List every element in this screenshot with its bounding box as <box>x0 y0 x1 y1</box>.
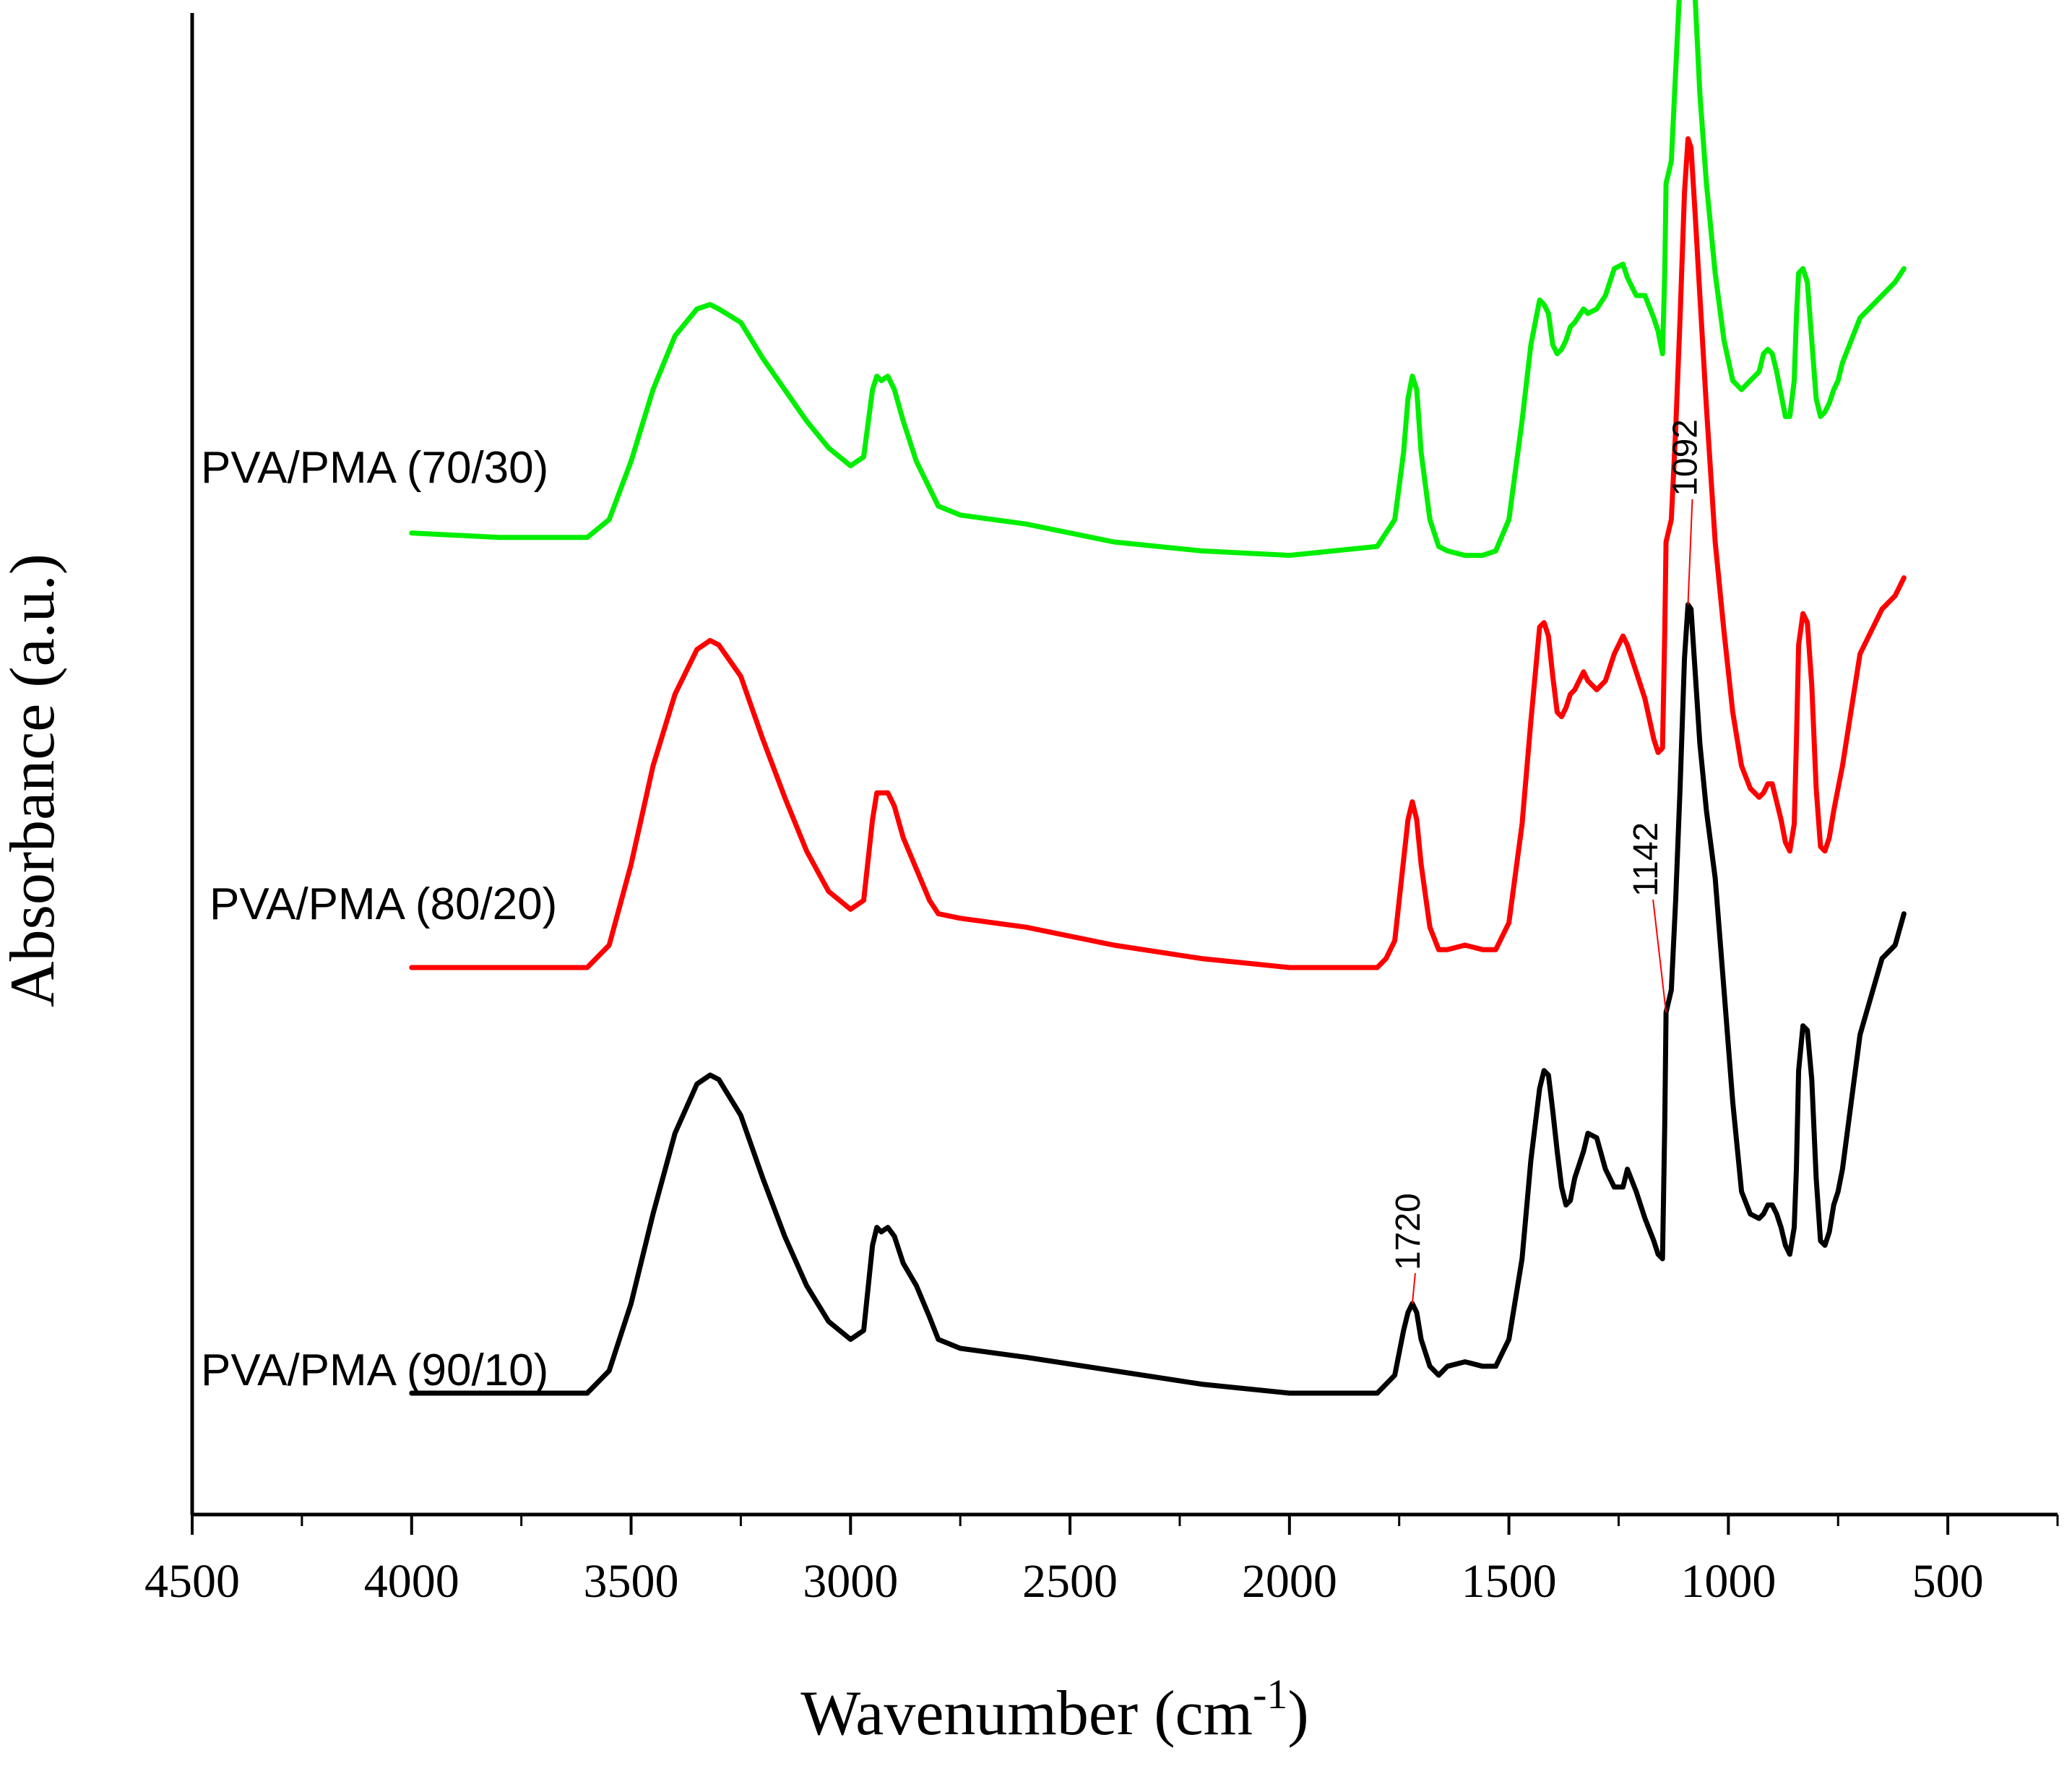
x-tick-label: 500 <box>1912 1555 1984 1608</box>
x-tick-label: 3500 <box>584 1555 679 1608</box>
series-line-0 <box>409 602 1907 1396</box>
annotation-label-1092: 1092 <box>1666 419 1704 496</box>
series-label-0: PVA/PMA (90/10) <box>201 1345 548 1395</box>
x-tick-label: 3000 <box>803 1555 898 1608</box>
annotation-leader-1142 <box>1652 899 1667 1013</box>
series-line-1 <box>409 136 1907 970</box>
series-label-1: PVA/PMA (80/20) <box>210 879 557 929</box>
x-axis-title: Wavenumber (cm-1) <box>800 1671 1308 1749</box>
x-tick-label: 1000 <box>1680 1555 1776 1608</box>
x-ticks <box>191 1515 2059 1535</box>
y-axis-title: Absorbance (a.u.) <box>0 554 68 1007</box>
x-tick-label: 4000 <box>364 1555 459 1608</box>
series-label-2: PVA/PMA (70/30) <box>201 443 548 493</box>
x-tick-label: 2500 <box>1022 1555 1118 1608</box>
annotation-leader-1720 <box>1411 1272 1416 1304</box>
x-tick-labels: 4500 4000 3500 3000 2500 2000 1500 1000 500 <box>144 1555 1984 1608</box>
x-tick-label: 2000 <box>1242 1555 1337 1608</box>
annotation-label-1142: 1142 <box>1627 822 1665 897</box>
axes <box>190 13 2058 1517</box>
x-tick-label: 4500 <box>144 1555 240 1608</box>
x-tick-label: 1500 <box>1462 1555 1557 1608</box>
series-line-2 <box>409 0 1907 559</box>
series-lines <box>409 0 1907 1396</box>
series-labels: PVA/PMA (90/10) PVA/PMA (80/20) PVA/PMA (7… <box>201 443 557 1395</box>
annotation-label-1720: 1720 <box>1389 1193 1428 1270</box>
peak-annotations: 1720 1142 1092 <box>1389 419 1704 1304</box>
annotation-leader-1092 <box>1687 499 1693 605</box>
